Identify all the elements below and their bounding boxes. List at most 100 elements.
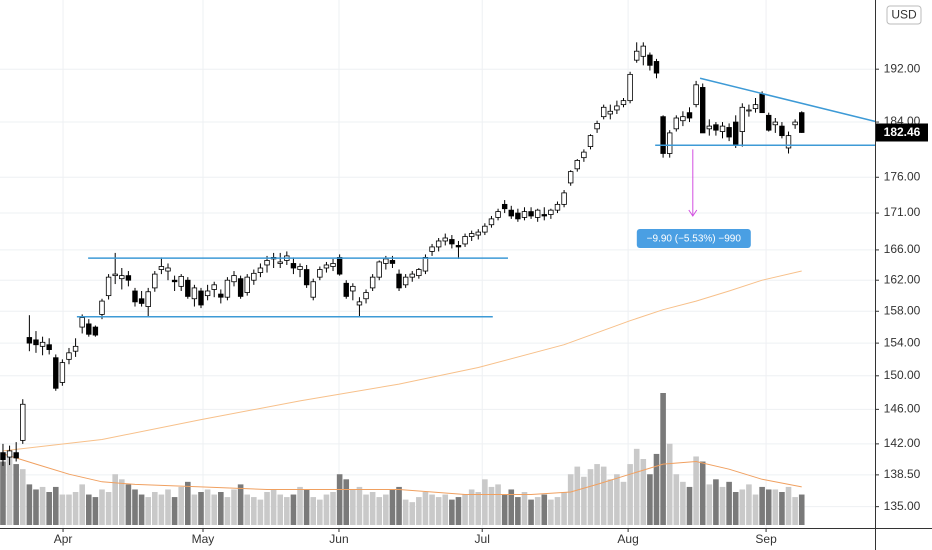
volume-bar: [191, 494, 198, 525]
y-tick-label: 171.00: [884, 205, 921, 219]
volume-bar: [99, 489, 105, 525]
candle-body: [713, 124, 719, 131]
candle-body: [145, 291, 151, 307]
candle-body: [561, 192, 567, 205]
candle-body: [528, 211, 534, 217]
currency-box[interactable]: [886, 5, 922, 25]
candle-body: [409, 273, 415, 278]
volume-bar: [46, 492, 52, 525]
volume-bar: [198, 492, 204, 525]
candle-body: [673, 117, 680, 130]
candle-body: [46, 344, 52, 350]
candle-body: [594, 123, 600, 130]
x-tick-label: Jul: [475, 532, 490, 546]
volume-bar: [647, 474, 653, 525]
candle-body: [534, 209, 541, 218]
volume-bar: [290, 494, 297, 525]
volume-bar: [567, 474, 574, 525]
volume-bar: [541, 494, 548, 525]
volume-bar: [739, 489, 746, 525]
candle-body: [587, 135, 594, 147]
candle-body: [79, 317, 85, 328]
volume-bar: [251, 497, 257, 525]
candle-body: [521, 211, 528, 218]
candle-body: [799, 112, 805, 133]
candle-body: [26, 337, 33, 344]
volume-bar: [666, 443, 673, 525]
volume-bar: [475, 492, 482, 525]
candle-body: [191, 287, 198, 300]
volume-bar: [185, 481, 191, 525]
volume-bar: [607, 479, 614, 525]
volume-bar: [343, 479, 350, 525]
volume-bar: [614, 474, 620, 525]
volume-bar: [699, 461, 706, 525]
volume-bar: [620, 481, 627, 525]
volume-bar: [125, 484, 132, 525]
volume-bar: [528, 499, 534, 525]
volume-ma-line: [2, 453, 802, 495]
candle-body: [772, 121, 779, 126]
volume-bar: [501, 494, 508, 525]
volume-bar: [561, 492, 567, 525]
volume-bar: [600, 466, 607, 525]
volume-bar: [653, 453, 660, 525]
volume-bar: [0, 461, 6, 525]
candle-body: [171, 279, 178, 283]
volume-bar: [442, 494, 449, 525]
candle-body: [574, 160, 580, 170]
candle-body: [277, 261, 283, 264]
y-tick-label: 138.50: [884, 467, 921, 481]
volume-bar: [310, 497, 317, 525]
candle-body: [92, 326, 99, 336]
candle-body: [508, 209, 514, 217]
candle-body: [640, 45, 646, 57]
candle-body: [396, 273, 402, 289]
volume-bar: [686, 486, 693, 525]
candle-body: [185, 279, 191, 297]
volume-bar: [495, 484, 501, 525]
volume-bar: [218, 492, 224, 525]
candle-body: [125, 275, 132, 281]
candle-body: [158, 266, 165, 270]
candle-body: [548, 209, 554, 215]
candle-body: [59, 362, 66, 383]
x-tick-label: Aug: [617, 532, 638, 546]
volume-bar: [779, 492, 785, 525]
volume-bar: [752, 494, 759, 525]
candle-body: [515, 212, 521, 220]
volume-bar: [138, 494, 145, 525]
volume-bar: [152, 492, 158, 525]
x-tick-label: Jun: [329, 532, 348, 546]
volume-bar: [26, 484, 33, 525]
candle-body: [6, 450, 13, 458]
candle-body: [264, 260, 270, 266]
volume-bar: [488, 486, 495, 525]
candle-body: [607, 110, 613, 115]
volume-bar: [277, 494, 284, 525]
volume-bar: [633, 448, 640, 525]
volume-bar: [330, 492, 336, 525]
volume-bar: [257, 499, 264, 525]
candle-body: [541, 214, 547, 217]
volume-bar: [462, 494, 468, 525]
candle-body: [620, 100, 627, 106]
candle-body: [686, 112, 693, 119]
candle-body: [766, 114, 772, 131]
volume-bar: [284, 497, 290, 525]
candle-body: [244, 276, 250, 293]
volume-bar: [594, 464, 600, 525]
candle-body: [680, 116, 686, 122]
candle-body: [779, 125, 785, 137]
candle-body: [693, 84, 699, 106]
candle-body: [165, 267, 171, 272]
volume-bar: [574, 466, 581, 525]
candle-body: [211, 284, 217, 290]
volume-bar: [369, 492, 376, 525]
candle-body: [231, 275, 237, 283]
candle-body: [733, 121, 739, 146]
volume-bar: [693, 456, 699, 525]
y-tick-label: 142.00: [884, 436, 921, 450]
volume-bar: [627, 464, 633, 525]
